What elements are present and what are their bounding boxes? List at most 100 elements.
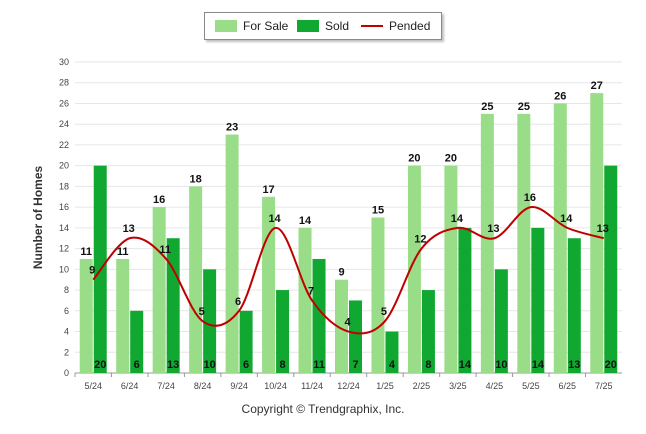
data-label-for-sale: 23 [226, 122, 238, 134]
data-label-pended: 16 [524, 192, 536, 204]
data-label-pended: 12 [414, 234, 426, 246]
bar-for-sale [189, 186, 203, 373]
x-tick-label: 12/24 [337, 381, 360, 391]
y-tick-label: 0 [64, 368, 69, 378]
data-label-pended: 14 [560, 213, 573, 225]
data-label-for-sale: 20 [408, 153, 420, 165]
data-label-sold: 13 [568, 359, 580, 371]
data-label-sold: 13 [167, 359, 179, 371]
x-tick-label: 6/25 [559, 381, 577, 391]
y-tick-label: 26 [59, 98, 69, 108]
data-label-sold: 6 [243, 359, 249, 371]
bar-sold [166, 238, 180, 373]
bar-for-sale [371, 217, 385, 373]
y-tick-label: 4 [64, 327, 69, 337]
y-tick-label: 2 [64, 347, 69, 357]
y-tick-label: 22 [59, 140, 69, 150]
y-tick-label: 28 [59, 78, 69, 88]
legend-label-pended: Pended [389, 19, 431, 33]
legend-item-sold[interactable]: Sold [297, 18, 349, 34]
x-tick-label: 2/25 [413, 381, 431, 391]
bar-for-sale [480, 113, 494, 373]
bar-for-sale [298, 227, 312, 373]
data-label-for-sale: 18 [190, 173, 202, 185]
x-tick-label: 3/25 [449, 381, 467, 391]
data-label-sold: 4 [389, 359, 396, 371]
data-label-sold: 7 [352, 359, 358, 371]
x-tick-label: 11/24 [301, 381, 323, 391]
bar-for-sale [152, 207, 166, 373]
data-label-pended: 13 [487, 223, 499, 235]
data-label-pended: 9 [89, 265, 95, 277]
x-tick-label: 4/25 [486, 381, 504, 391]
data-label-for-sale: 26 [554, 90, 566, 102]
data-label-pended: 13 [597, 223, 609, 235]
y-tick-label: 10 [59, 264, 69, 274]
bar-for-sale [335, 279, 348, 373]
x-tick-label: 10/24 [264, 381, 287, 391]
bar-sold [349, 300, 362, 373]
x-tick-label: 5/25 [522, 381, 540, 391]
bar-for-sale [553, 103, 567, 373]
data-label-pended: 13 [123, 223, 135, 235]
bar-sold [494, 269, 508, 373]
bar-sold [421, 290, 435, 373]
data-label-sold: 8 [425, 359, 431, 371]
y-tick-label: 18 [59, 181, 69, 191]
bar-sold [531, 227, 545, 373]
bar-for-sale [444, 165, 458, 373]
data-label-sold: 14 [459, 359, 472, 371]
data-label-pended: 5 [381, 306, 387, 318]
data-label-for-sale: 17 [262, 184, 274, 196]
legend-label-for-sale: For Sale [243, 19, 289, 33]
data-label-sold: 10 [495, 359, 507, 371]
data-label-sold: 8 [280, 359, 286, 371]
data-label-sold: 10 [204, 359, 216, 371]
data-label-for-sale: 25 [518, 101, 530, 113]
x-tick-label: 6/24 [121, 381, 139, 391]
legend-item-pended[interactable]: Pended [361, 18, 430, 34]
sold-swatch [297, 20, 319, 32]
data-label-for-sale: 9 [338, 267, 344, 279]
data-label-for-sale: 25 [481, 101, 493, 113]
data-label-pended: 7 [308, 285, 314, 297]
copyright-footer: Copyright © Trendgraphix, Inc. [241, 402, 405, 416]
bar-sold [385, 331, 399, 373]
pended-line [92, 206, 605, 335]
bar-for-sale [590, 93, 604, 373]
y-tick-label: 16 [59, 202, 69, 212]
y-tick-label: 8 [64, 285, 69, 295]
bar-for-sale [79, 258, 93, 373]
bar-for-sale [116, 258, 130, 373]
data-label-sold: 20 [94, 359, 106, 371]
data-label-sold: 11 [313, 359, 325, 371]
for-sale-swatch [215, 20, 237, 32]
bar-sold [567, 238, 581, 373]
data-label-pended: 14 [451, 213, 464, 225]
data-label-for-sale: 27 [591, 80, 603, 92]
y-tick-label: 20 [59, 161, 69, 171]
data-label-sold: 20 [605, 359, 617, 371]
bar-sold [203, 269, 217, 373]
legend-item-for-sale[interactable]: For Sale [215, 18, 288, 34]
y-tick-label: 14 [59, 223, 69, 233]
bar-for-sale [225, 134, 239, 373]
bar-sold [604, 165, 618, 373]
data-label-pended: 5 [199, 306, 205, 318]
data-label-pended: 14 [268, 213, 281, 225]
data-label-pended: 4 [344, 317, 351, 329]
x-tick-label: 1/25 [376, 381, 394, 391]
y-tick-label: 12 [59, 244, 69, 254]
data-label-pended: 6 [235, 296, 241, 308]
bar-sold [276, 290, 290, 373]
x-tick-label: 8/24 [194, 381, 212, 391]
data-label-for-sale: 15 [372, 205, 384, 217]
legend: For Sale Sold Pended [204, 12, 442, 40]
y-tick-label: 24 [59, 119, 69, 129]
y-tick-label: 30 [59, 57, 69, 67]
data-label-for-sale: 14 [299, 215, 312, 227]
y-axis-label: Number of Homes [31, 166, 45, 270]
bar-sold [312, 258, 326, 373]
data-label-for-sale: 16 [153, 194, 165, 206]
